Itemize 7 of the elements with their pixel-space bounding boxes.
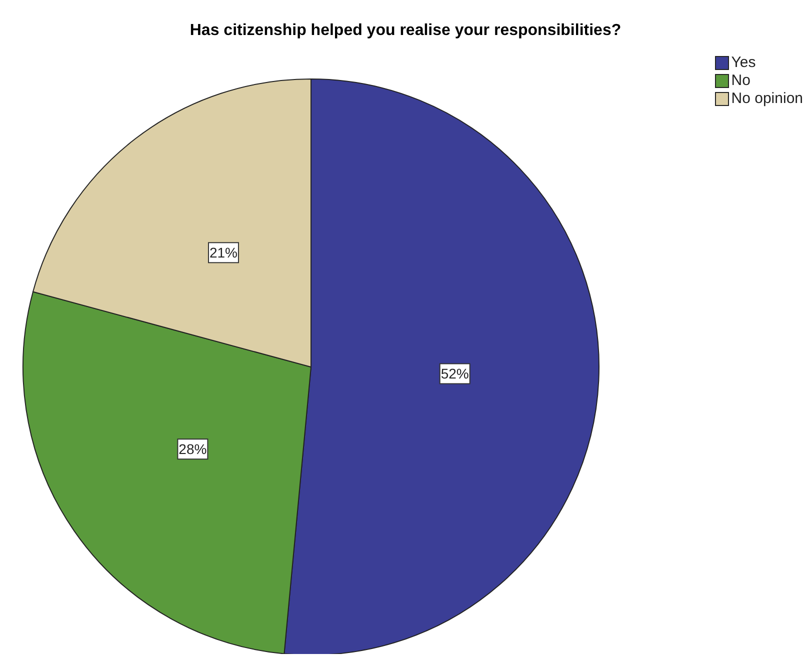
legend-label: No opinion bbox=[731, 90, 803, 108]
data-label: 52% bbox=[440, 366, 469, 382]
legend-label: Yes bbox=[731, 54, 756, 72]
chart-title: Has citizenship helped you realise your responsibilities? bbox=[188, 21, 622, 41]
data-label: 21% bbox=[209, 244, 238, 261]
legend-label: No bbox=[731, 72, 750, 90]
data-label: 28% bbox=[178, 441, 207, 458]
